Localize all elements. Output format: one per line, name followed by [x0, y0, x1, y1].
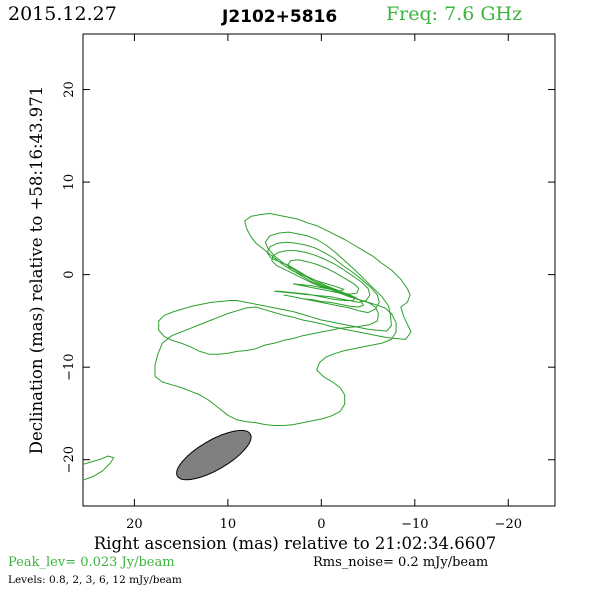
y-tick-label: −20 [62, 446, 77, 473]
x-tick-label: 10 [220, 517, 237, 532]
contour-layer [83, 213, 412, 481]
contour-line-2 [266, 241, 380, 314]
rms-noise: Rms_noise= 0.2 mJy/beam [313, 555, 488, 570]
x-tick-label: −10 [401, 517, 428, 532]
y-tick-label: 20 [62, 81, 77, 98]
contour-line-4 [287, 259, 360, 295]
contour-line-1 [158, 231, 392, 355]
source-name: J2102+5816 [221, 7, 337, 27]
beam-layer [176, 429, 252, 481]
beam-ellipse [176, 429, 252, 481]
contour-line-3 [271, 250, 371, 303]
frequency-label: Freq: 7.6 GHz [386, 3, 522, 25]
y-axis-label: Declination (mas) relative to +58:16:43.… [27, 86, 46, 455]
x-tick-label: −20 [495, 517, 522, 532]
x-tick-label: 20 [126, 517, 143, 532]
y-tick-label: −10 [62, 353, 77, 380]
plot-frame [82, 33, 556, 507]
contour-line-0 [154, 213, 412, 426]
x-tick-label: 0 [317, 517, 325, 532]
x-axis-label: Right ascension (mas) relative to 21:02:… [94, 534, 496, 553]
y-tick-label: 0 [62, 270, 77, 278]
peak-level: Peak_lev= 0.023 Jy/beam [8, 555, 175, 570]
y-tick-label: 10 [62, 174, 77, 191]
contour-levels: Levels: 0.8, 2, 3, 6, 12 mJy/beam [8, 574, 182, 586]
tick-label-layer: 20 10 0 −10 −20 20 10 0 −10 −20 [62, 81, 522, 532]
tick-layer [83, 34, 555, 506]
contour-line-5 [83, 455, 115, 481]
epoch-date: 2015.12.27 [8, 3, 117, 25]
